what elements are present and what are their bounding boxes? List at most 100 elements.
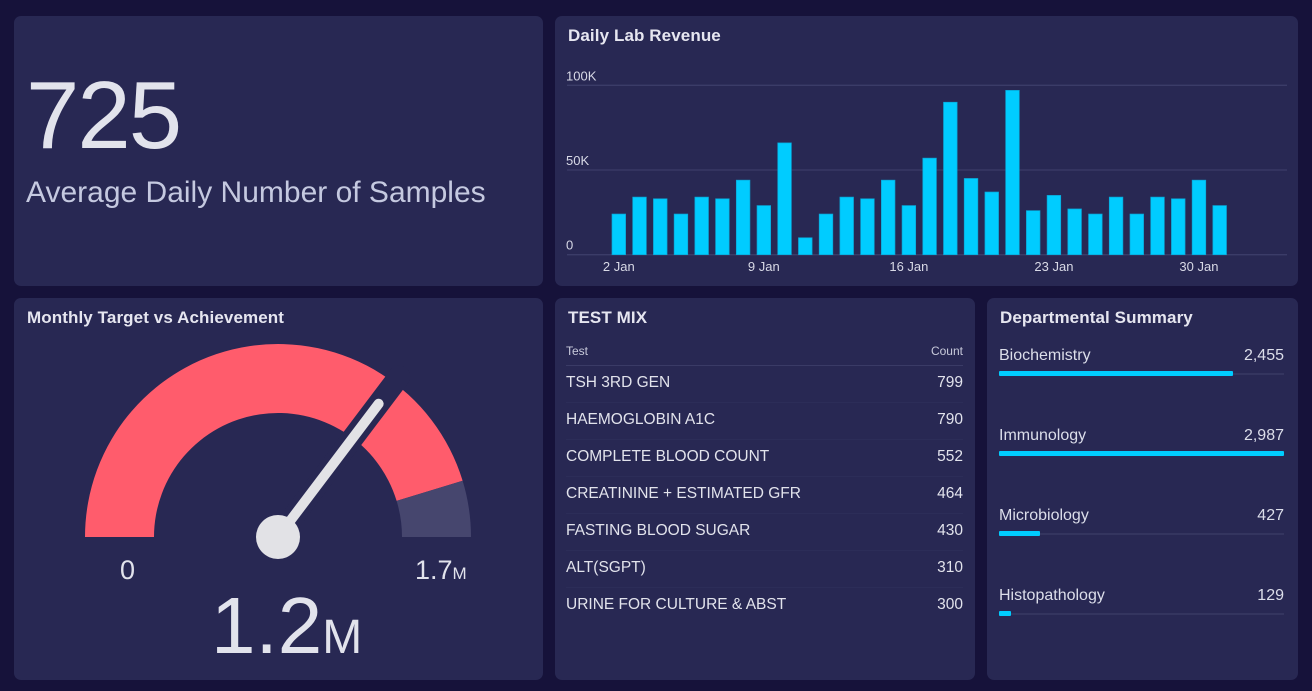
revenue-bar[interactable] [1171, 198, 1186, 256]
y-tick-label: 100K [566, 68, 597, 83]
revenue-bar[interactable] [860, 198, 875, 256]
gauge-max-number: 1.7 [415, 555, 453, 585]
department-bar-fill [999, 611, 1012, 616]
department-bar-fill [999, 451, 1284, 456]
table-row[interactable]: TSH 3RD GEN 799 [566, 366, 963, 403]
test-mix-rows: TSH 3RD GEN 799 HAEMOGLOBIN A1C 790 COMPLE… [566, 366, 963, 624]
revenue-bar[interactable] [798, 237, 813, 256]
revenue-bar[interactable] [673, 213, 689, 256]
revenue-bar[interactable] [715, 198, 730, 256]
x-tick-label: 23 Jan [1034, 259, 1073, 274]
gauge-title: Monthly Target vs Achievement [27, 308, 285, 327]
revenue-bar[interactable] [1005, 90, 1020, 256]
revenue-bar[interactable] [1088, 213, 1103, 256]
department-bar-track [999, 533, 1284, 535]
table-row[interactable]: FASTING BLOOD SUGAR 430 [566, 514, 963, 551]
revenue-bar[interactable] [653, 198, 668, 256]
revenue-bar[interactable] [901, 205, 917, 256]
table-row[interactable]: COMPLETE BLOOD COUNT 552 [566, 440, 963, 477]
gauge-max-unit: M [453, 564, 467, 583]
department-name: Histopathology [999, 587, 1105, 604]
gauge-value-unit: M [322, 611, 362, 664]
department-name: Microbiology [999, 507, 1089, 524]
test-name: CREATININE + ESTIMATED GFR [566, 485, 801, 502]
test-mix-header: Test Count [566, 343, 963, 366]
table-row[interactable]: CREATININE + ESTIMATED GFR 464 [566, 477, 963, 514]
x-tick-label: 30 Jan [1179, 259, 1218, 274]
revenue-bar[interactable] [922, 157, 937, 256]
test-name: HAEMOGLOBIN A1C [566, 411, 716, 428]
column-header-count[interactable]: Count [930, 344, 963, 358]
revenue-bar[interactable] [1046, 195, 1062, 256]
test-mix-title: TEST MIX [568, 308, 648, 327]
y-tick-label: 0 [566, 238, 573, 253]
gauge-min-label: 0 [120, 555, 135, 585]
department-value: 129 [1257, 587, 1284, 604]
revenue-bar[interactable] [611, 213, 626, 256]
department-value: 2,987 [1243, 427, 1284, 444]
department-bar-track [999, 613, 1284, 615]
revenue-bar[interactable] [1212, 205, 1227, 256]
revenue-bar[interactable] [1067, 208, 1082, 256]
test-count: 430 [937, 522, 963, 539]
test-count: 790 [937, 411, 963, 428]
revenue-chart-title: Daily Lab Revenue [568, 26, 721, 45]
revenue-bar[interactable] [735, 179, 751, 256]
department-item-histopathology[interactable]: Histopathology 129 [999, 587, 1284, 627]
department-item-biochemistry[interactable]: Biochemistry 2,455 [999, 347, 1284, 387]
test-count: 464 [937, 485, 963, 502]
x-tick-label: 2 Jan [603, 259, 635, 274]
revenue-bar[interactable] [1191, 179, 1207, 256]
department-name: Biochemistry [999, 347, 1091, 364]
department-bar-fill [999, 531, 1040, 536]
revenue-bar[interactable] [818, 213, 834, 256]
kpi-value: 725 [26, 62, 182, 169]
department-value: 427 [1257, 507, 1284, 524]
revenue-bar[interactable] [1129, 213, 1144, 256]
kpi-card: 725 Average Daily Number of Samples [14, 16, 543, 286]
y-tick-label: 50K [566, 153, 589, 168]
revenue-bar[interactable] [632, 196, 647, 256]
revenue-bar[interactable] [881, 179, 896, 256]
column-header-test[interactable]: Test [566, 344, 589, 358]
test-count: 300 [937, 596, 963, 613]
revenue-bar[interactable] [839, 196, 854, 256]
revenue-bar[interactable] [694, 196, 709, 256]
test-count: 552 [937, 448, 963, 465]
test-name: TSH 3RD GEN [566, 374, 671, 391]
test-mix-card: TEST MIX Test Count TSH 3RD GEN 799 HAEMO… [555, 298, 975, 680]
revenue-bar[interactable] [984, 191, 999, 256]
target-gauge-card: Monthly Target vs Achievement 0 1.7M 1.2… [14, 298, 543, 680]
revenue-bar[interactable] [963, 178, 979, 256]
department-value: 2,455 [1243, 347, 1284, 364]
gauge-value: 1.2M [211, 581, 362, 670]
revenue-bar[interactable] [1150, 196, 1165, 256]
department-item-immunology[interactable]: Immunology 2,987 [999, 427, 1284, 467]
revenue-bar[interactable] [1026, 210, 1041, 256]
test-count: 310 [937, 559, 963, 576]
gauge-needle-hub [256, 515, 300, 559]
test-name: COMPLETE BLOOD COUNT [566, 448, 770, 465]
departmental-summary-title: Departmental Summary [1000, 308, 1193, 327]
gauge-remaining-band [396, 480, 471, 537]
table-row[interactable]: URINE FOR CULTURE & ABST 300 [566, 588, 963, 624]
x-tick-label: 9 Jan [748, 259, 780, 274]
departmental-summary-card: Departmental Summary Biochemistry 2,455 … [987, 298, 1298, 680]
table-row[interactable]: HAEMOGLOBIN A1C 790 [566, 403, 963, 440]
revenue-bar[interactable] [756, 205, 771, 256]
test-name: FASTING BLOOD SUGAR [566, 522, 751, 539]
gauge-max-label: 1.7M [415, 555, 467, 585]
gauge-chart: 0 1.7M 1.2M [85, 343, 471, 670]
department-bar-fill [999, 371, 1234, 376]
x-tick-label: 16 Jan [889, 259, 928, 274]
gauge-value-number: 1.2 [211, 581, 322, 670]
revenue-bar[interactable] [1108, 196, 1124, 256]
department-name: Immunology [999, 427, 1087, 444]
revenue-bar[interactable] [777, 142, 792, 256]
revenue-chart: 0 50K 100K 2 Jan 9 Jan 16 Jan 23 Jan 30 Jan [566, 68, 1287, 274]
test-name: ALT(SGPT) [566, 559, 646, 576]
revenue-chart-card: Daily Lab Revenue 0 50K 100K 2 Jan 9 Jan 16 … [555, 16, 1298, 286]
revenue-bar[interactable] [943, 101, 958, 256]
table-row[interactable]: ALT(SGPT) 310 [566, 551, 963, 588]
department-item-microbiology[interactable]: Microbiology 427 [999, 507, 1284, 547]
